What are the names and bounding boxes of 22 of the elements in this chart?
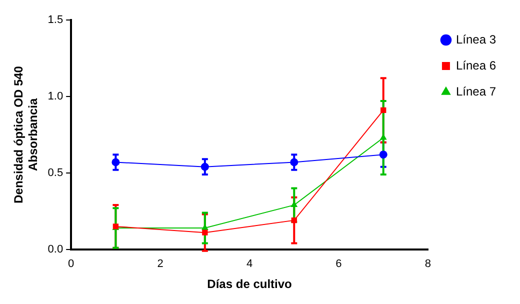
point bbox=[379, 150, 388, 159]
legend-label: Línea 7 bbox=[456, 84, 496, 98]
y-tick-label: 1.5 bbox=[48, 14, 64, 26]
y-tick-label: 0.0 bbox=[48, 243, 64, 256]
x-axis-title: Días de cultivo bbox=[207, 277, 292, 292]
x-tick-label: 4 bbox=[246, 258, 253, 270]
x-tick-label: 6 bbox=[336, 258, 342, 270]
legend-label: Línea 3 bbox=[456, 32, 496, 46]
x-tick-label: 0 bbox=[68, 258, 74, 270]
point bbox=[380, 107, 386, 114]
y-tick-label: 0.5 bbox=[48, 166, 64, 179]
point bbox=[112, 158, 120, 166]
point bbox=[200, 162, 209, 171]
x-tick-label: 8 bbox=[424, 258, 432, 270]
point bbox=[291, 218, 297, 224]
point bbox=[202, 230, 208, 236]
point bbox=[290, 158, 298, 166]
y-tick-label: 1.0 bbox=[48, 90, 64, 102]
point bbox=[290, 201, 298, 208]
x-tick-label: 2 bbox=[157, 258, 164, 270]
legend-label: Línea 6 bbox=[456, 58, 496, 72]
y-axis-title: Densidad óptica OD 540 Absorbancia bbox=[12, 66, 40, 204]
